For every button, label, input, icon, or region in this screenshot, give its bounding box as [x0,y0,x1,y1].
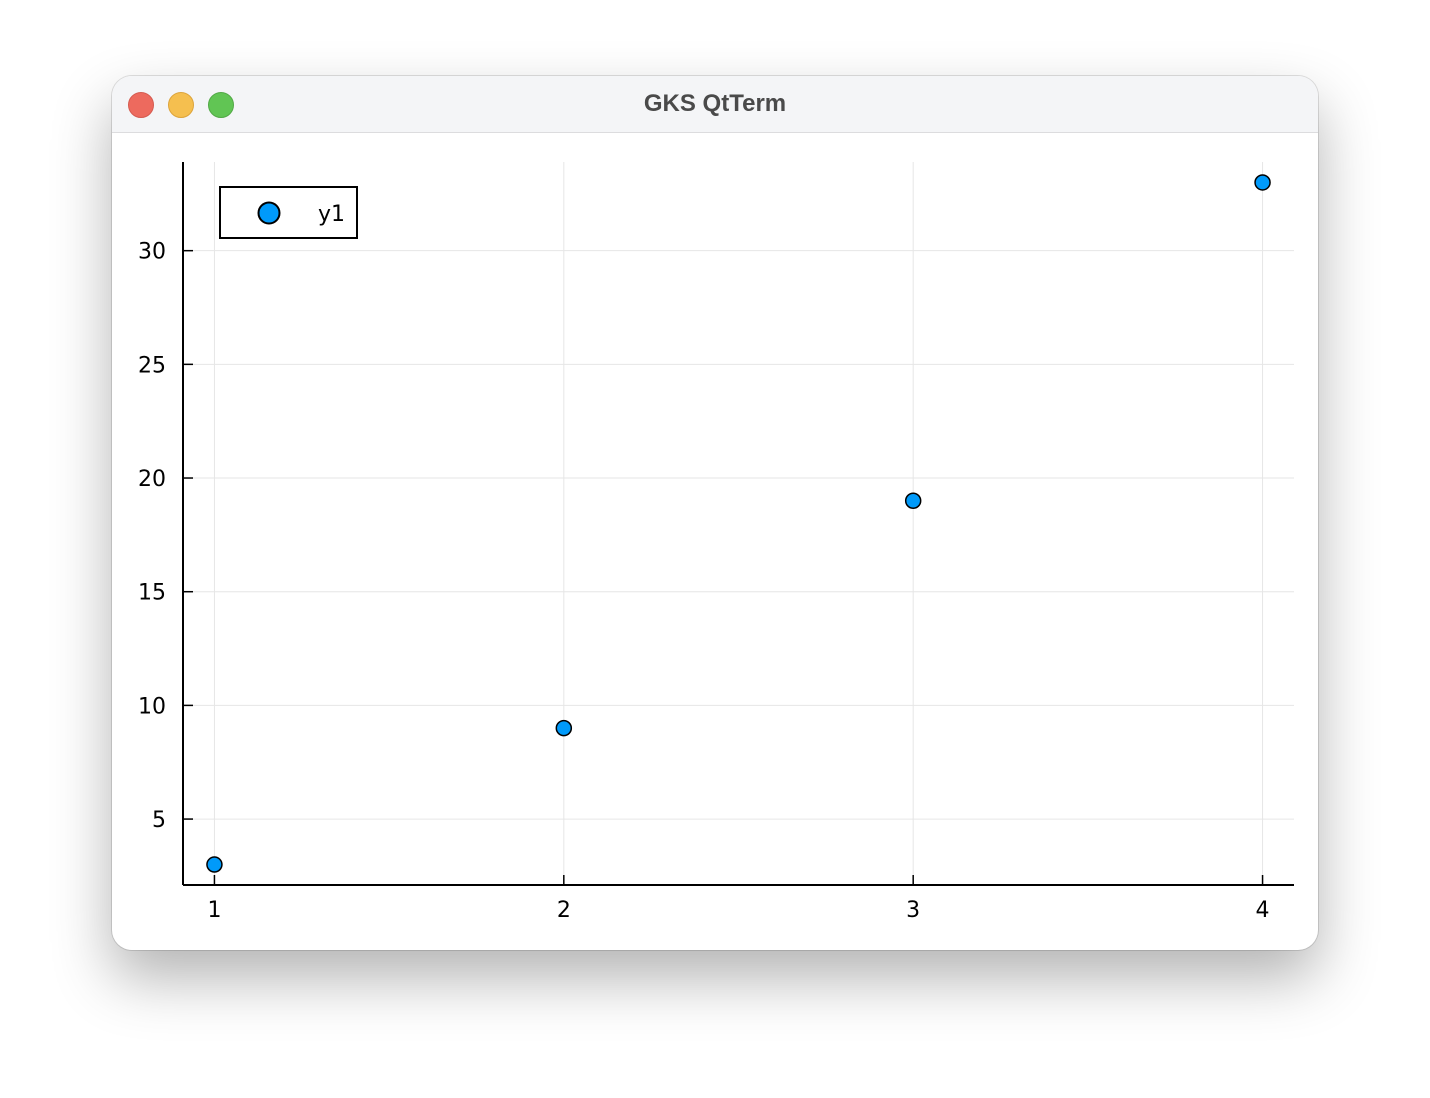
data-point [555,719,573,737]
window-title: GKS QtTerm [643,90,787,117]
y-tick-label: 5 [152,808,166,833]
y-tick-label: 25 [138,353,166,378]
close-button[interactable] [128,92,154,118]
data-point [1254,174,1271,191]
x-tick-label: 1 [207,898,221,923]
x-tick-label: 4 [1256,898,1270,923]
x-tick-label: 3 [906,898,920,923]
x-tick-label: 2 [557,898,571,923]
minimize-button[interactable] [168,92,194,118]
scatter-chart: 1 2 3 4 5 10 15 20 25 30 y1 [138,162,1294,923]
zoom-button[interactable] [208,92,234,118]
title-bar[interactable]: GKS QtTerm [112,76,1318,133]
legend-label: y1 [318,202,345,227]
plot-area: 1 2 3 4 5 10 15 20 25 30 y1 [112,133,1318,950]
plot-window: GKS QtTerm 1 2 3 4 5 10 15 20 25 30 y1 [112,76,1318,950]
y-tick-label: 10 [138,694,166,719]
legend-box [219,186,358,239]
data-point [206,856,223,873]
y-tick-label: 20 [138,467,166,492]
y-tick-label: 15 [138,581,166,606]
y-tick-label: 30 [138,240,166,265]
data-point [904,492,922,510]
legend-marker [257,201,281,225]
